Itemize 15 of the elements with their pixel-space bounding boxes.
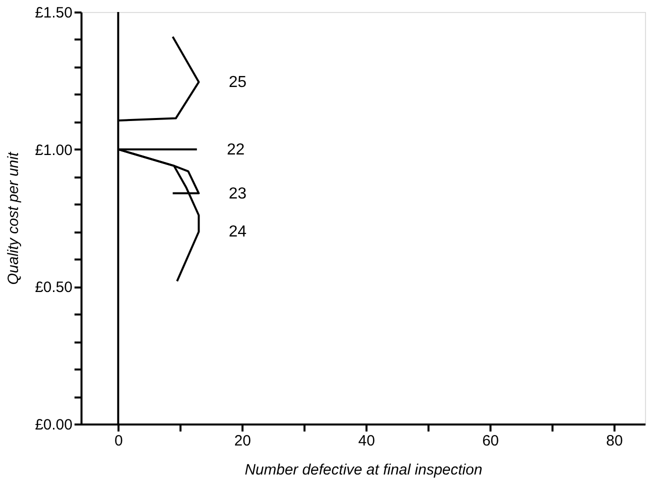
series-label: 25 — [228, 74, 247, 92]
y-tick-label: £1.00 — [34, 142, 72, 159]
x-axis-title: Number defective at final inspection — [244, 462, 482, 478]
x-tick-label: 0 — [114, 432, 123, 450]
y-tick-label: £1.50 — [34, 4, 72, 22]
x-tick-label: 40 — [358, 432, 375, 450]
series-label: 22 — [226, 141, 245, 158]
y-axis-title: Quality cost per unit — [4, 151, 22, 285]
x-tick-label: 80 — [606, 432, 623, 450]
y-tick-label: £0.50 — [34, 279, 72, 296]
y-tick-label: £0.00 — [34, 416, 72, 434]
series-label: 24 — [228, 224, 247, 241]
series-label: 23 — [228, 185, 247, 202]
x-tick-label: 20 — [234, 432, 251, 450]
x-tick-label: 60 — [482, 432, 499, 450]
